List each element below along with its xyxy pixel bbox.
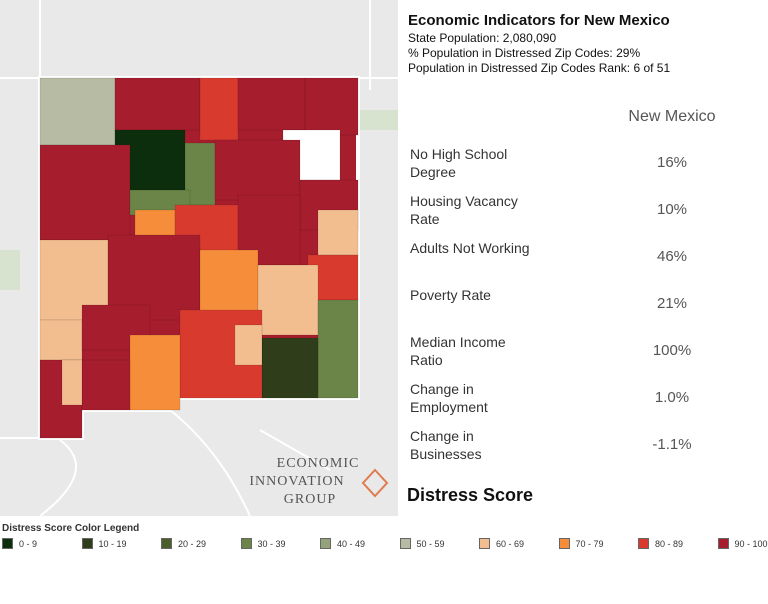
county	[237, 77, 306, 131]
row-value: 10%	[656, 201, 688, 218]
legend-label: 20 - 29	[178, 538, 207, 549]
legend-item: 40 - 49	[320, 538, 365, 549]
legend-swatch	[399, 538, 411, 549]
legend-item: 10 - 19	[81, 538, 127, 549]
row-label: Adults Not Working	[410, 240, 530, 256]
map: ECONOMIC INNOVATION GROUP	[0, 0, 398, 516]
row-value: 100%	[652, 342, 692, 359]
legend-item: 50 - 59	[399, 538, 445, 549]
legend-label: 80 - 89	[655, 538, 684, 549]
row-value: 16%	[656, 154, 688, 171]
county	[114, 77, 201, 131]
row-label: Housing Vacancy Rate	[410, 193, 518, 227]
legend-swatch	[240, 538, 252, 549]
legend-item: 0 - 9	[2, 538, 37, 549]
county	[39, 144, 131, 241]
legend-swatch	[638, 538, 649, 549]
county	[304, 77, 359, 136]
legend-label: 40 - 49	[337, 538, 366, 549]
row-label: Poverty Rate	[410, 287, 491, 303]
legend-label: 90 - 100	[734, 538, 768, 549]
county	[317, 209, 359, 256]
legend-swatch	[81, 538, 93, 549]
county	[214, 139, 301, 201]
legend-label: 10 - 19	[98, 538, 127, 549]
legend-item: 90 - 100	[717, 538, 768, 549]
section-title: Distress Score	[407, 485, 534, 505]
county	[39, 319, 83, 361]
park	[360, 110, 398, 130]
row-label: No High School Degree	[410, 146, 508, 180]
row-label: Change in Employment	[410, 381, 488, 415]
county	[39, 77, 116, 146]
legend-title: Distress Score Color Legend	[2, 523, 140, 534]
legend-item: 70 - 79	[558, 538, 604, 549]
legend-swatch	[320, 538, 331, 549]
row-label: Change in Businesses	[410, 428, 482, 462]
legend-swatch	[558, 538, 570, 549]
legend-item: 60 - 69	[479, 538, 524, 549]
counties	[39, 77, 359, 439]
stat-line: Population in Distressed Zip Codes Rank:…	[408, 61, 671, 75]
legend-item: 80 - 89	[638, 538, 683, 549]
county	[61, 359, 83, 406]
title: Economic Indicators for New Mexico	[408, 12, 670, 29]
legend-label: 0 - 9	[19, 538, 38, 549]
row-value: 21%	[656, 295, 688, 312]
row-label: Median Income Ratio	[410, 334, 506, 368]
legend-label: 30 - 39	[257, 538, 286, 549]
logo-text: ECONOMIC	[277, 456, 360, 471]
row-value: 1.0%	[654, 389, 690, 406]
legend-item: 30 - 39	[240, 538, 286, 549]
park	[0, 250, 20, 290]
county	[81, 359, 131, 411]
column-header: New Mexico	[628, 108, 716, 125]
county	[199, 77, 239, 141]
county	[261, 337, 319, 399]
logo-text: GROUP	[284, 492, 336, 507]
legend-swatch	[717, 538, 729, 549]
logo-text: INNOVATION	[249, 474, 344, 489]
legend-swatch	[161, 538, 172, 549]
county	[317, 299, 359, 399]
county	[257, 264, 319, 336]
legend-label: 70 - 79	[575, 538, 604, 549]
row-value: 46%	[656, 248, 688, 265]
legend-swatch	[479, 538, 490, 549]
legend-swatch	[2, 538, 13, 549]
logo-icon	[361, 468, 389, 498]
row-value: -1.1%	[652, 436, 692, 453]
stat-line: % Population in Distressed Zip Codes: 29…	[408, 46, 641, 60]
legend-item: 20 - 29	[161, 538, 206, 549]
stat-line: State Population: 2,080,090	[408, 31, 557, 45]
county	[234, 324, 263, 366]
legend-label: 60 - 69	[496, 538, 525, 549]
legend-label: 50 - 59	[416, 538, 445, 549]
county	[129, 334, 181, 411]
